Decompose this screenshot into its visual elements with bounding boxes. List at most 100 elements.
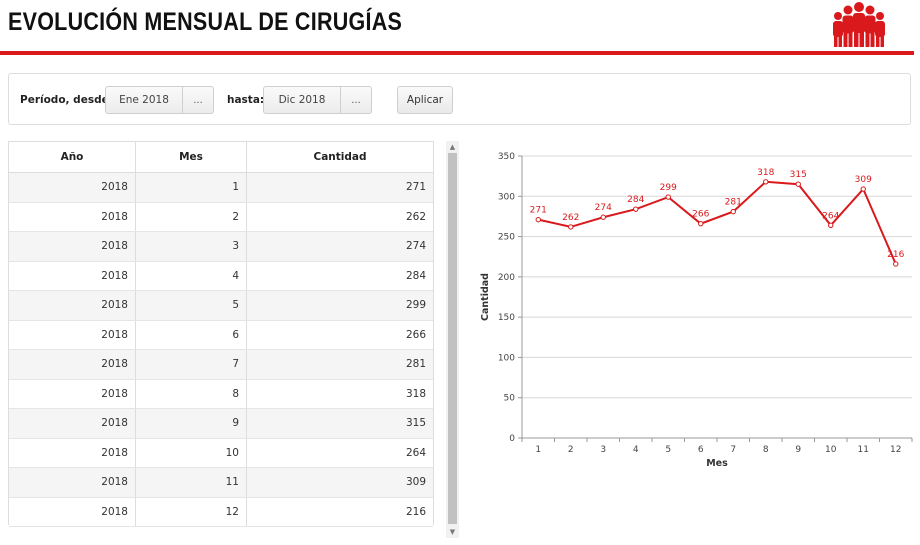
scroll-up-arrow-icon[interactable]: ▲ xyxy=(449,143,456,151)
cell-month: 7 xyxy=(135,349,247,380)
header: EVOLUCIÓN MENSUAL DE CIRUGÍAS xyxy=(0,0,920,57)
table-row[interactable]: 2018 11 309 xyxy=(9,467,433,498)
data-label: 262 xyxy=(562,213,579,223)
to-period-value[interactable]: Dic 2018 xyxy=(264,87,341,113)
y-tick-label: 200 xyxy=(498,273,515,283)
data-point[interactable] xyxy=(568,224,574,230)
cell-year: 2018 xyxy=(9,438,136,468)
y-axis-label: Cantidad xyxy=(480,273,491,321)
scroll-down-arrow-icon[interactable]: ▼ xyxy=(449,528,456,536)
data-point[interactable] xyxy=(600,214,606,220)
cell-quantity: 264 xyxy=(246,438,433,468)
x-tick-label: 6 xyxy=(698,445,704,455)
table-row[interactable]: 2018 6 266 xyxy=(9,320,433,350)
data-point[interactable] xyxy=(698,220,704,227)
table-row[interactable]: 2018 2 262 xyxy=(9,202,433,232)
cell-month: 1 xyxy=(135,172,247,203)
cell-year: 2018 xyxy=(9,408,136,439)
cell-quantity: 284 xyxy=(246,261,433,291)
from-period-field[interactable]: Ene 2018 ... xyxy=(105,86,214,114)
cell-month: 12 xyxy=(135,497,247,527)
data-label: 318 xyxy=(757,168,774,178)
page-title: EVOLUCIÓN MENSUAL DE CIRUGÍAS xyxy=(8,8,403,36)
to-label: hasta: xyxy=(227,94,265,106)
cell-quantity: 216 xyxy=(246,497,433,527)
y-tick-label: 50 xyxy=(504,394,516,404)
x-tick-label: 10 xyxy=(825,445,837,455)
cell-quantity: 281 xyxy=(246,349,433,380)
table-row[interactable]: 2018 3 274 xyxy=(9,231,433,262)
cell-quantity: 318 xyxy=(246,379,433,409)
cell-quantity: 266 xyxy=(246,320,433,350)
cell-year: 2018 xyxy=(9,261,136,291)
column-header-month[interactable]: Mes xyxy=(135,142,247,173)
x-tick-label: 3 xyxy=(600,445,606,455)
filter-bar: Período, desde: Ene 2018 ... hasta: Dic … xyxy=(8,73,911,125)
table-row[interactable]: 2018 4 284 xyxy=(9,261,433,291)
cell-quantity: 271 xyxy=(246,172,433,203)
to-period-picker-button[interactable]: ... xyxy=(351,94,361,106)
table-row[interactable]: 2018 10 264 xyxy=(9,438,433,468)
table-row[interactable]: 2018 8 318 xyxy=(9,379,433,409)
table-row[interactable]: 2018 5 299 xyxy=(9,290,433,321)
y-tick-label: 350 xyxy=(498,152,515,162)
x-tick-label: 5 xyxy=(665,445,671,455)
cell-year: 2018 xyxy=(9,172,136,203)
people-group-icon xyxy=(833,2,885,47)
data-label: 299 xyxy=(660,183,677,193)
data-label: 264 xyxy=(822,211,839,221)
data-point[interactable] xyxy=(763,179,769,185)
from-label: Período, desde: xyxy=(20,94,113,106)
y-tick-label: 300 xyxy=(498,192,515,202)
scroll-thumb[interactable] xyxy=(448,153,457,524)
data-label: 266 xyxy=(692,210,709,220)
cell-quantity: 274 xyxy=(246,231,433,262)
data-point[interactable] xyxy=(730,208,736,215)
y-tick-label: 0 xyxy=(509,434,515,444)
cell-year: 2018 xyxy=(9,290,136,321)
cell-month: 10 xyxy=(135,438,247,468)
cell-year: 2018 xyxy=(9,467,136,498)
data-label: 284 xyxy=(627,195,644,205)
data-point[interactable] xyxy=(795,181,801,187)
table-scrollbar[interactable]: ▲ ▼ xyxy=(446,141,459,538)
column-header-quantity[interactable]: Cantidad xyxy=(246,142,433,173)
table-row[interactable]: 2018 7 281 xyxy=(9,349,433,380)
cell-year: 2018 xyxy=(9,320,136,350)
y-tick-label: 250 xyxy=(498,233,515,243)
x-tick-label: 12 xyxy=(890,445,901,455)
cell-month: 11 xyxy=(135,467,247,498)
data-point[interactable] xyxy=(828,222,834,228)
header-divider xyxy=(0,51,914,55)
cell-month: 4 xyxy=(135,261,247,291)
x-tick-label: 9 xyxy=(795,445,801,455)
cell-year: 2018 xyxy=(9,497,136,527)
to-period-field[interactable]: Dic 2018 ... xyxy=(263,86,372,114)
cell-year: 2018 xyxy=(9,379,136,409)
cell-year: 2018 xyxy=(9,349,136,380)
from-period-value[interactable]: Ene 2018 xyxy=(106,87,183,113)
x-axis-label: Mes xyxy=(706,458,728,469)
data-table: Año Mes Cantidad 2018 1 271 2018 2 262 2018 3 27… xyxy=(8,141,434,527)
x-tick-label: 8 xyxy=(763,445,769,455)
data-point[interactable] xyxy=(535,216,541,223)
column-header-year[interactable]: Año xyxy=(9,142,136,173)
cell-month: 3 xyxy=(135,231,247,262)
data-point[interactable] xyxy=(665,194,671,200)
apply-button[interactable]: Aplicar xyxy=(397,86,453,114)
data-point[interactable] xyxy=(893,261,899,267)
cell-month: 2 xyxy=(135,202,247,232)
table-row[interactable]: 2018 12 216 xyxy=(9,497,433,527)
data-point[interactable] xyxy=(860,186,866,192)
cell-quantity: 262 xyxy=(246,202,433,232)
data-label: 274 xyxy=(595,203,612,213)
cell-month: 8 xyxy=(135,379,247,409)
y-tick-label: 150 xyxy=(498,313,515,323)
from-period-picker-button[interactable]: ... xyxy=(193,94,203,106)
x-tick-label: 1 xyxy=(535,445,541,455)
x-tick-label: 2 xyxy=(568,445,574,455)
series-line xyxy=(538,180,897,265)
data-point[interactable] xyxy=(633,206,639,212)
table-row[interactable]: 2018 9 315 xyxy=(9,408,433,439)
table-row[interactable]: 2018 1 271 xyxy=(9,172,433,203)
